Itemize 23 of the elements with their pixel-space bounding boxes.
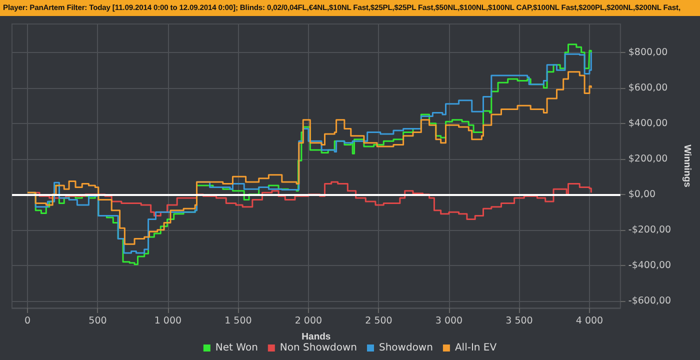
y2-tick-label: -$400,00 xyxy=(628,260,672,271)
y2-axis-title: Winnings xyxy=(682,144,692,188)
y2-tick-label: $0,00 xyxy=(628,188,656,200)
x-tick-label: 2 500 xyxy=(365,316,392,326)
legend-label: Non Showdown xyxy=(280,342,357,354)
x-tick-label: 3 500 xyxy=(506,316,533,326)
x-tick-label: 2 000 xyxy=(294,316,322,326)
x-axis-title: Hands xyxy=(302,332,331,342)
legend-label: All-In EV xyxy=(454,342,497,354)
legend-label: Showdown xyxy=(378,342,433,354)
y2-tick-label: $400,00 xyxy=(628,118,668,129)
y2-tick-label: $200,00 xyxy=(628,153,668,164)
y2-tick-label: -$600,00 xyxy=(628,295,672,306)
x-tick-label: 3 000 xyxy=(435,316,463,326)
x-tick-label: 1 000 xyxy=(154,316,182,326)
x-tick-label: 500 xyxy=(88,316,107,326)
y2-tick-label: -$200,00 xyxy=(628,224,672,236)
y2-tick-label: $800,00 xyxy=(628,46,668,58)
x-tick-label: 0 xyxy=(24,316,30,326)
y2-tick-label: $600,00 xyxy=(628,82,668,94)
legend-label: Net Won xyxy=(215,342,258,354)
x-tick-label: 4 000 xyxy=(576,316,604,326)
x-tick-label: 1 500 xyxy=(224,316,252,326)
